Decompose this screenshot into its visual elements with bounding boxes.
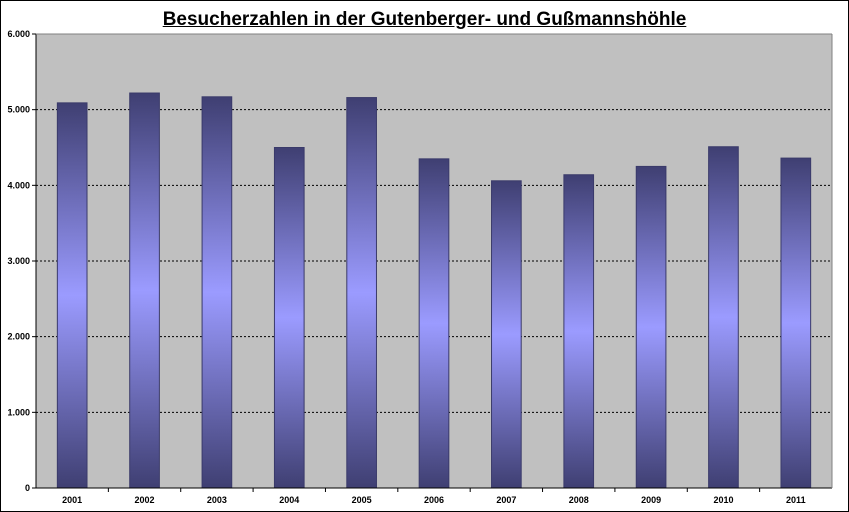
bars (56, 92, 812, 489)
bar (346, 97, 377, 489)
bar (201, 96, 233, 489)
y-tick-label: 6.000 (7, 29, 30, 39)
bar (273, 147, 305, 489)
x-tick-labels: 2001 2002 2003 2004 2005 2006 2007 2008 2009 2010… (62, 495, 805, 505)
x-tick-label: 2006 (424, 495, 444, 505)
x-tick-label: 2001 (62, 495, 82, 505)
axes (32, 33, 833, 492)
bar (418, 158, 450, 489)
bar (56, 102, 88, 489)
x-tick-label: 2010 (713, 495, 733, 505)
x-tick-label: 2011 (786, 495, 806, 505)
y-tick-label: 3.000 (7, 256, 30, 266)
bar (708, 146, 739, 489)
x-tick-label: 2007 (496, 495, 516, 505)
bar (129, 92, 160, 489)
x-tick-label: 2005 (352, 495, 372, 505)
x-tick-label: 2009 (641, 495, 661, 505)
x-tick-label: 2003 (207, 495, 227, 505)
x-tick-label: 2002 (135, 495, 155, 505)
y-tick-label: 1.000 (7, 407, 30, 417)
bar (780, 157, 812, 489)
y-tick-label: 2.000 (7, 332, 30, 342)
y-tick-label: 5.000 (7, 105, 30, 115)
bar (563, 174, 595, 489)
y-tick-labels: 0 1.000 2.000 3.000 4.000 5.000 6.000 (7, 29, 30, 493)
x-tick-label: 2004 (279, 495, 299, 505)
bar (491, 180, 522, 489)
chart-title: Besucherzahlen in der Gutenberger- und G… (162, 9, 687, 30)
y-tick-label: 4.000 (7, 180, 30, 190)
bar (635, 165, 667, 489)
x-tick-label: 2008 (569, 495, 589, 505)
y-tick-label: 0 (25, 483, 30, 493)
